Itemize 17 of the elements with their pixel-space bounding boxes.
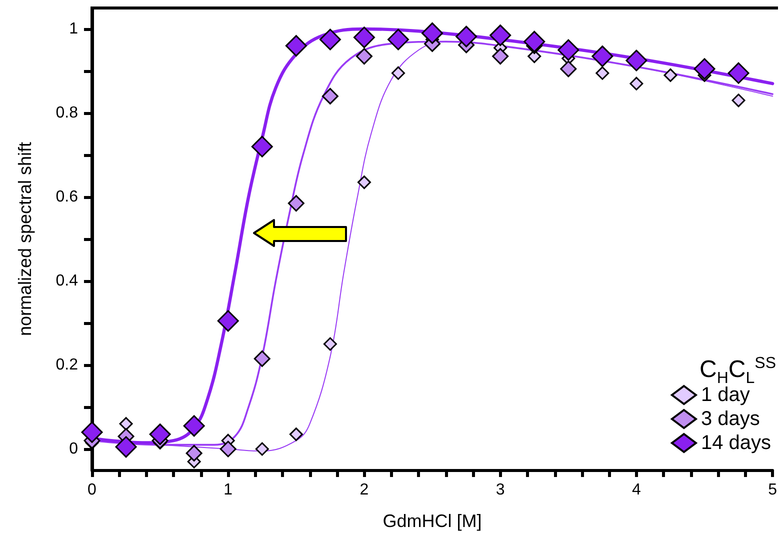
y-tick-label: 0.4 <box>56 272 78 290</box>
x-tick-label: 5 <box>768 482 778 498</box>
y-tick-label: 0.2 <box>56 356 78 374</box>
y-axis-title: normalized spectral shift <box>15 142 35 336</box>
y-tick-label: 1 <box>69 20 78 38</box>
y-tick-label: 0.8 <box>56 104 78 122</box>
x-tick-label: 0 <box>88 482 97 498</box>
x-tick-label: 3 <box>496 482 505 498</box>
legend-label: 14 days <box>700 432 772 454</box>
x-axis-title: GdmHCl [M] <box>382 511 482 531</box>
x-tick-label: 4 <box>632 482 641 498</box>
y-tick-label: 0 <box>69 440 78 458</box>
x-tick-label: 1 <box>224 482 233 498</box>
y-tick-label: 0.6 <box>56 188 78 206</box>
x-tick-label: 2 <box>360 482 369 498</box>
legend-label: 3 days <box>700 408 760 430</box>
legend-label: 1 day <box>700 384 750 406</box>
